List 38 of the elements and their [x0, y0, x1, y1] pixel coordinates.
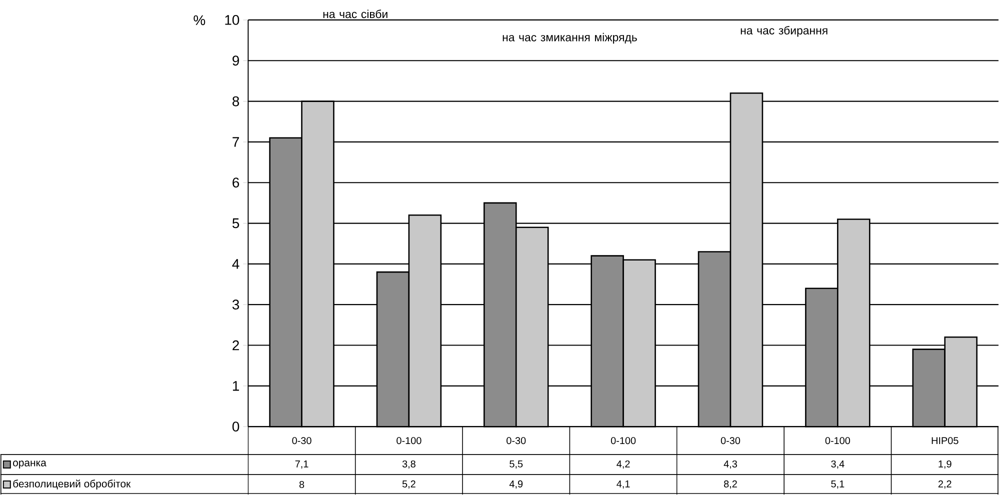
data-label: 5,2: [402, 480, 416, 489]
text: на час сівби: [323, 10, 388, 18]
y-axis-title: %: [194, 15, 206, 26]
y-tick-label: 6: [232, 178, 240, 188]
data-label: 2,2: [938, 480, 952, 489]
data-label: 4,3: [724, 460, 737, 469]
y-tick-label: 5: [232, 218, 240, 228]
x-tick-label: НІР05: [932, 437, 958, 444]
y-tick-label: 8: [232, 96, 240, 106]
y-tick-label: 2: [232, 340, 239, 350]
y-tick-label: 4: [232, 259, 240, 269]
data-label: 4,2: [616, 460, 630, 469]
y-tick-label: 7: [232, 137, 239, 147]
x-tick-label: 0-30: [292, 437, 312, 444]
y-tick-label: 9: [232, 56, 239, 66]
data-label: 5,5: [510, 460, 523, 469]
x-tick-label: 0-100: [825, 437, 850, 444]
x-tick-label: 0-30: [506, 437, 526, 444]
y-tick-label: 3: [232, 300, 240, 310]
x-tick-label: 0-100: [610, 437, 636, 444]
y-tick-label: 10: [225, 15, 240, 25]
y-tick-label: 1: [232, 381, 239, 391]
annotation: на час збирання: [740, 26, 828, 37]
data-label: 8,2: [724, 480, 737, 489]
x-tick-label: 0-30: [720, 437, 740, 444]
data-label: 5,1: [831, 480, 844, 489]
annotation: на час змикання міжрядь: [502, 32, 637, 44]
data-label: 3,4: [831, 460, 844, 469]
x-tick-label: 0-100: [396, 437, 422, 444]
data-label: 7,1: [295, 460, 308, 469]
data-label: 4,9: [509, 480, 523, 489]
data-label: 4,1: [616, 480, 630, 489]
data-label: 3,8: [402, 460, 416, 469]
legend-label: оранка: [13, 460, 46, 468]
data-label: 1,9: [938, 460, 952, 469]
legend-label: безполицевий обробіток: [13, 480, 131, 490]
y-tick-label: 0: [232, 422, 240, 432]
data-label: 8: [299, 481, 304, 488]
